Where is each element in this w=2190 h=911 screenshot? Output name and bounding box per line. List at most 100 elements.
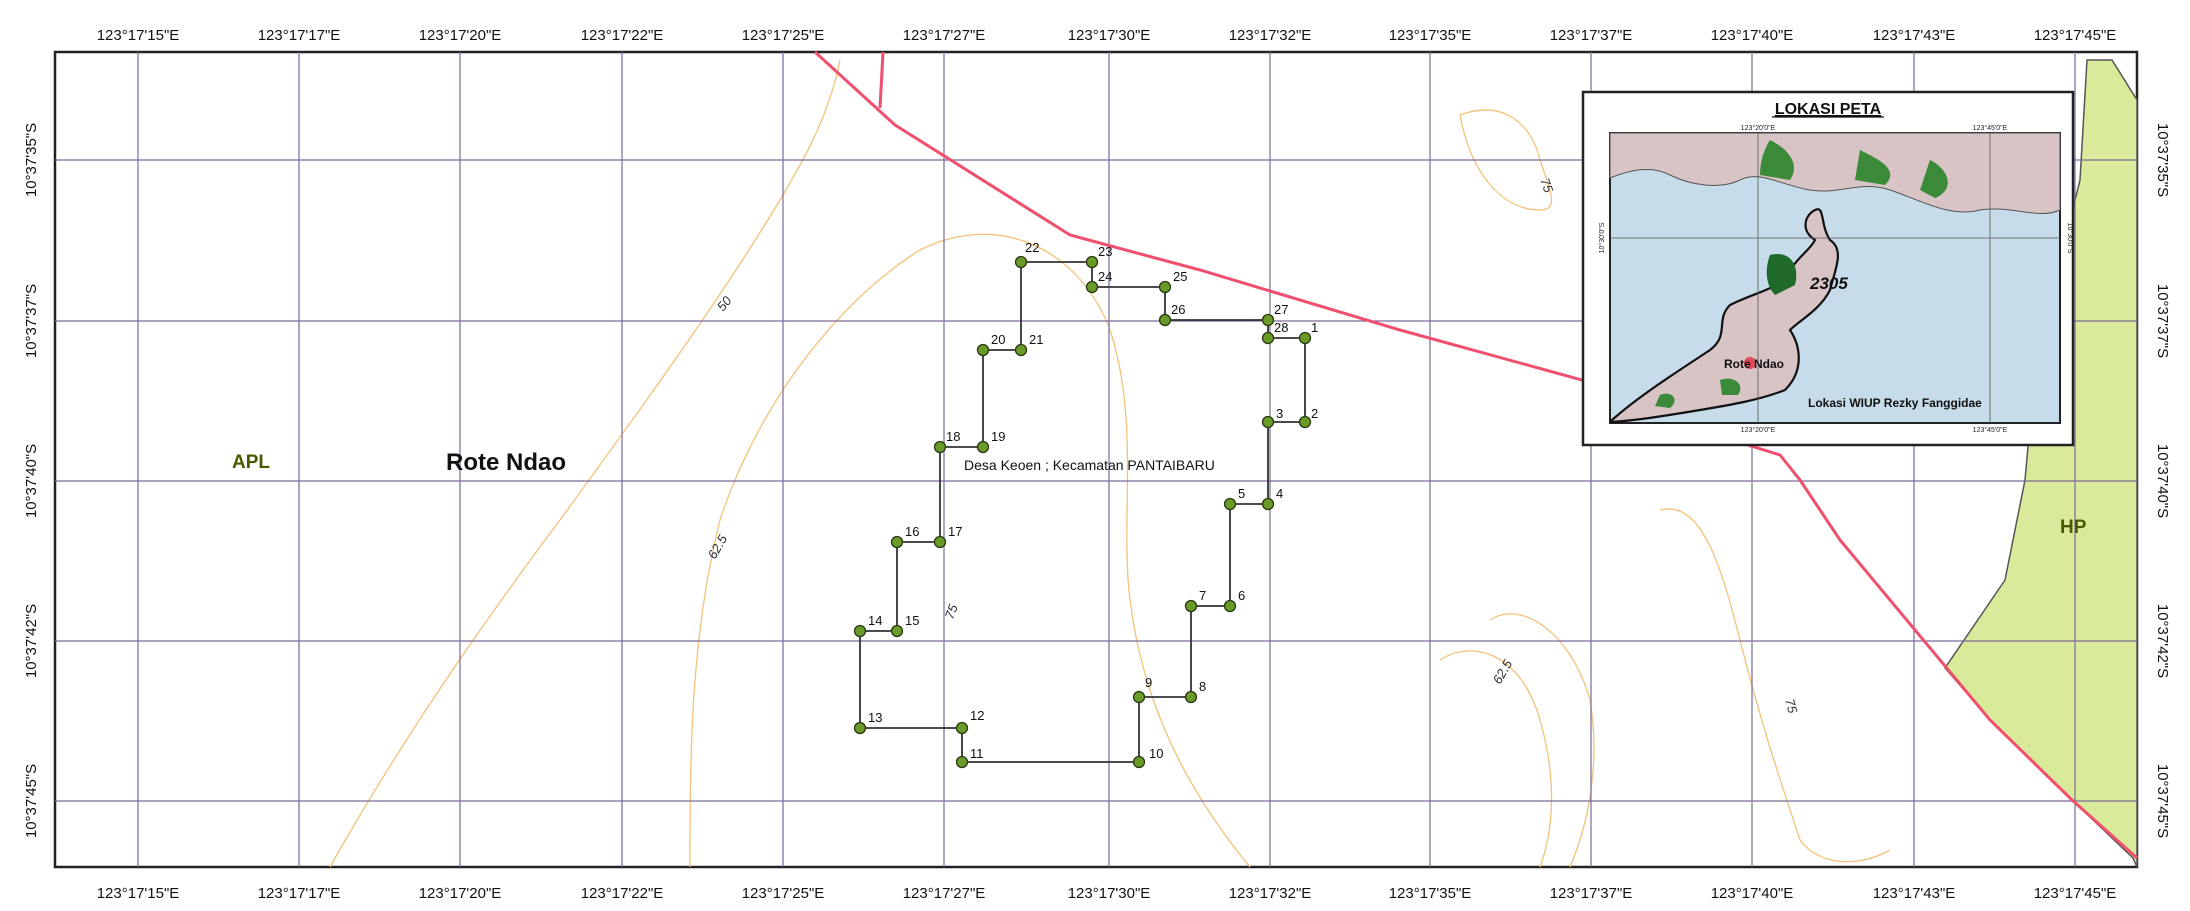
- top-x-tick-label: 123°17'15"E: [97, 27, 180, 44]
- inset-tick-label: 123°45'0"E: [1973, 124, 2008, 132]
- zone-label-apl: APL: [232, 452, 270, 473]
- region-label: Rote Ndao: [446, 449, 566, 476]
- top-x-tick-label: 123°17'37"E: [1550, 27, 1633, 44]
- left-y-tick-label: 10°37'40"S: [23, 444, 40, 518]
- wiup-point-label: 22: [1025, 240, 1039, 255]
- right-y-tick-label: 10°37'40"S: [2154, 444, 2171, 518]
- wiup-point-marker: [1085, 255, 1099, 269]
- wiup-point-label: 28: [1274, 320, 1288, 335]
- contour-label: 75: [1782, 697, 1800, 716]
- wiup-point-label: 15: [905, 613, 919, 628]
- wiup-point-label: 9: [1145, 675, 1152, 690]
- wiup-point-marker: [976, 440, 990, 454]
- wiup-point-label: 24: [1098, 269, 1112, 284]
- contour-line: [1439, 650, 1553, 868]
- wiup-point-marker: [1261, 497, 1275, 511]
- inset-location-marker: [1744, 357, 1756, 369]
- wiup-point-marker: [1223, 599, 1237, 613]
- inset-forest: [1766, 254, 1797, 295]
- wiup-point-marker: [955, 755, 969, 769]
- wiup-point-marker: [853, 721, 867, 735]
- top-x-tick-label: 123°17'40"E: [1711, 27, 1794, 44]
- contour-line: [1489, 613, 1595, 868]
- inset-number-label: 2305: [1809, 274, 1848, 293]
- right-y-tick-label: 10°37'42"S: [2154, 604, 2171, 678]
- wiup-point-label: 26: [1171, 302, 1185, 317]
- wiup-point-label: 6: [1238, 588, 1245, 603]
- top-x-tick-label: 123°17'35"E: [1389, 27, 1472, 44]
- right-y-tick-label: 10°37'45"S: [2154, 764, 2171, 838]
- contour-line: [1459, 109, 1553, 211]
- inset-tick-label: 123°20'0"E: [1741, 124, 1776, 132]
- contour-lines: [329, 59, 1891, 868]
- wiup-point-label: 8: [1199, 679, 1206, 694]
- wiup-point-marker: [1261, 415, 1275, 429]
- bottom-x-tick-label: 123°17'27"E: [903, 885, 986, 902]
- inset-tick-label: 123°20'0"E: [1741, 426, 1776, 434]
- inset-place-label: Rote Ndao: [1724, 357, 1784, 371]
- left-y-tick-label: 10°37'37"S: [23, 284, 40, 358]
- desa-label: Desa Keoen ; Kecamatan PANTAIBARU: [964, 457, 1215, 473]
- contour-line: [329, 59, 841, 868]
- bottom-x-tick-label: 123°17'30"E: [1068, 885, 1151, 902]
- wiup-point-marker: [933, 535, 947, 549]
- inset-title: LOKASI PETA: [1775, 101, 1882, 118]
- wiup-point-marker: [1261, 313, 1275, 327]
- wiup-point-label: 20: [991, 332, 1005, 347]
- wiup-point-label: 2: [1311, 406, 1318, 421]
- inset-location-label: Lokasi WIUP Rezky Fanggidae: [1808, 396, 1982, 410]
- top-x-tick-label: 123°17'43"E: [1873, 27, 1956, 44]
- top-x-tick-label: 123°17'45"E: [2034, 27, 2117, 44]
- top-x-tick-label: 123°17'32"E: [1229, 27, 1312, 44]
- right-y-tick-label: 10°37'35"S: [2154, 123, 2171, 197]
- top-x-tick-label: 123°17'22"E: [581, 27, 664, 44]
- inset-forest: [1655, 393, 1675, 408]
- wiup-point-label: 5: [1238, 486, 1245, 501]
- inset-tick-label: 10°30'0"S: [2066, 223, 2074, 254]
- contour-line: [1659, 508, 1891, 863]
- left-y-tick-label: 10°37'42"S: [23, 604, 40, 678]
- wiup-point-marker: [853, 624, 867, 638]
- wiup-point-marker: [1223, 497, 1237, 511]
- bottom-x-tick-label: 123°17'17"E: [258, 885, 341, 902]
- top-x-tick-label: 123°17'25"E: [742, 27, 825, 44]
- bottom-x-tick-label: 123°17'25"E: [742, 885, 825, 902]
- contour-label: 75: [1537, 176, 1556, 195]
- wiup-point-label: 27: [1274, 302, 1288, 317]
- wiup-point-label: 23: [1098, 244, 1112, 259]
- inset-rote-island: [1610, 208, 1840, 424]
- bottom-x-tick-label: 123°17'20"E: [419, 885, 502, 902]
- wiup-point-label: 1: [1311, 320, 1318, 335]
- left-y-tick-label: 10°37'35"S: [23, 123, 40, 197]
- wiup-point-marker: [1014, 343, 1028, 357]
- wiup-point-label: 18: [946, 429, 960, 444]
- wiup-point-marker: [890, 624, 904, 638]
- wiup-point-marker: [976, 343, 990, 357]
- wiup-point-label: 7: [1199, 588, 1206, 603]
- bottom-x-tick-label: 123°17'22"E: [581, 885, 664, 902]
- axis-tick-labels: 123°17'15"E 123°17'17"E 123°17'20"E 123°17'…: [23, 27, 2171, 902]
- wiup-point-label: 19: [991, 429, 1005, 444]
- wiup-point-label: 11: [970, 746, 984, 761]
- bottom-x-tick-label: 123°17'43"E: [1873, 885, 1956, 902]
- wiup-point-marker: [1158, 280, 1172, 294]
- wiup-point-marker: [933, 440, 947, 454]
- wiup-point-marker: [1184, 690, 1198, 704]
- inset-forest: [1920, 160, 1948, 198]
- wiup-point-marker: [1298, 415, 1312, 429]
- inset-northern-land: [1609, 132, 2061, 214]
- top-x-tick-label: 123°17'27"E: [903, 27, 986, 44]
- wiup-point-label: 3: [1276, 406, 1283, 421]
- bottom-x-tick-label: 123°17'45"E: [2034, 885, 2117, 902]
- contour-label: 75: [942, 602, 961, 621]
- top-x-tick-label: 123°17'17"E: [258, 27, 341, 44]
- wiup-point-marker: [1014, 255, 1028, 269]
- wiup-point-marker: [1085, 280, 1099, 294]
- wiup-point-marker: [955, 721, 969, 735]
- right-y-tick-label: 10°37'37"S: [2154, 284, 2171, 358]
- wiup-point-marker: [890, 535, 904, 549]
- inset-forest: [1760, 140, 1794, 180]
- wiup-point-marker: [1298, 331, 1312, 345]
